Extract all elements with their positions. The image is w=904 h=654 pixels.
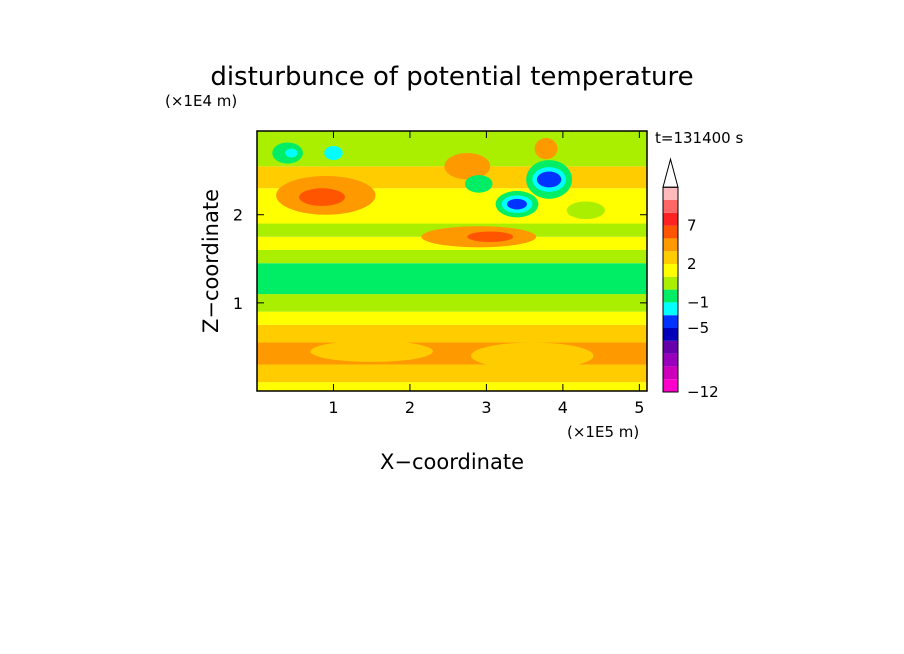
contour-blob	[324, 145, 343, 161]
contour-band	[257, 249, 647, 264]
colorbar-swatch	[663, 366, 678, 380]
contour-band	[257, 294, 647, 312]
colorbar-swatch	[663, 328, 678, 341]
colorbar-swatch	[663, 340, 678, 354]
colorbar-swatch	[663, 200, 678, 213]
colorbar-swatch	[663, 353, 678, 367]
x-axis: 1 2 3 4 5	[328, 131, 644, 417]
colorbar-swatch	[663, 251, 678, 264]
colorbar-swatch	[663, 187, 678, 200]
x-tick-label: 2	[405, 398, 415, 417]
colorbar-frame	[662, 186, 679, 393]
colorbar-swatch	[663, 289, 678, 303]
y-tick-label: 1	[233, 294, 243, 313]
contour-band	[257, 324, 647, 343]
y-unit-label: (×1E4 m)	[165, 92, 237, 110]
x-axis-title: X−coordinate	[380, 450, 524, 474]
y-axis: 12	[233, 206, 647, 313]
time-label: t=131400 s	[655, 129, 743, 147]
plot-frame	[256, 130, 648, 392]
contour-blob	[536, 171, 562, 188]
contour-blob	[285, 148, 298, 158]
x-tick-label: 1	[328, 398, 338, 417]
contour-blob	[534, 138, 558, 160]
y-tick-label: 2	[233, 206, 243, 225]
colorbar-swatch	[663, 302, 678, 316]
colorbar-tick-label: −12	[687, 383, 719, 401]
contour-blob	[465, 175, 493, 193]
contour-blob	[299, 188, 345, 206]
colorbar-swatch	[663, 212, 678, 226]
contour-blob	[310, 340, 433, 362]
colorbar-swatch	[663, 225, 678, 239]
colorbar-swatch	[663, 238, 678, 252]
x-tick-label: 5	[634, 398, 644, 417]
x-tick-label: 3	[481, 398, 491, 417]
colorbar-swatch	[663, 264, 678, 277]
contour-band	[257, 311, 647, 325]
contour-field	[257, 131, 647, 391]
x-tick-label: 4	[558, 398, 568, 417]
contour-band	[257, 382, 647, 391]
colorbar-tick-label: 2	[687, 255, 697, 273]
x-unit-label: (×1E5 m)	[567, 423, 639, 441]
contour-blob	[507, 198, 527, 210]
colorbar-swatch	[663, 379, 678, 392]
colorbar-swatch	[663, 315, 678, 328]
contour-band	[257, 364, 647, 383]
colorbar-tick-label: −5	[687, 319, 709, 337]
colorbar-extend-arrow	[662, 157, 679, 188]
colorbar-tick-label: −1	[687, 293, 709, 311]
contour-band	[257, 263, 647, 295]
y-axis-title: Z−coordinate	[199, 189, 223, 333]
contour-blob	[444, 153, 491, 180]
chart-title: disturbunce of potential temperature	[210, 62, 693, 92]
colorbar-tick-label: 7	[687, 217, 697, 235]
colorbar: −12−5−127	[662, 157, 719, 401]
contour-blob	[471, 342, 594, 369]
contour-blob	[467, 231, 514, 243]
colorbar-swatch	[663, 276, 678, 290]
contour-blob	[566, 201, 605, 220]
